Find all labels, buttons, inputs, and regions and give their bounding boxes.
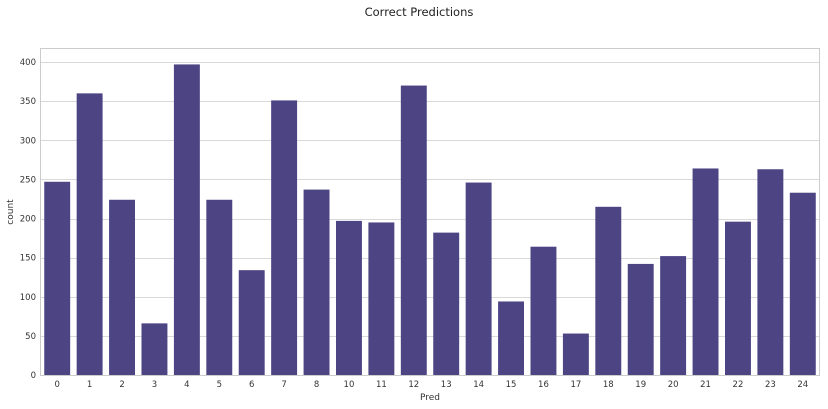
- x-tick-label: 19: [635, 380, 646, 390]
- bar-20: [660, 256, 687, 375]
- bar-7: [271, 100, 298, 375]
- bar-8: [303, 189, 330, 375]
- bar-1: [76, 93, 103, 376]
- bar-13: [433, 232, 460, 375]
- x-tick-label: 20: [668, 380, 679, 390]
- y-tick-labels: 0 50 100 150 200 250 300 350 400: [20, 58, 36, 381]
- bar-14: [465, 182, 492, 375]
- x-tick-label: 18: [603, 380, 614, 390]
- gridlines: [41, 62, 819, 376]
- y-tick-label: 200: [20, 215, 36, 225]
- chart-title: Correct Predictions: [365, 5, 474, 19]
- bar-6: [238, 270, 265, 375]
- x-tick-label: 21: [700, 380, 711, 390]
- x-tick-label: 4: [184, 380, 189, 390]
- x-tick-label: 15: [506, 380, 517, 390]
- bar-16: [530, 246, 557, 375]
- bar-2: [109, 199, 136, 375]
- x-tick-label: 22: [733, 380, 744, 390]
- bar-4: [173, 64, 200, 376]
- x-tick-label: 14: [473, 380, 484, 390]
- bars: [44, 64, 816, 376]
- y-tick-label: 50: [25, 332, 36, 342]
- y-tick-label: 400: [20, 58, 36, 68]
- x-tick-label: 1: [87, 380, 92, 390]
- bar-11: [368, 222, 395, 375]
- y-tick-label: 150: [20, 254, 36, 264]
- bar-23: [757, 169, 784, 375]
- y-tick-label: 100: [20, 293, 36, 303]
- x-tick-label: 8: [314, 380, 319, 390]
- y-tick-label: 250: [20, 175, 36, 185]
- x-tick-label: 23: [765, 380, 776, 390]
- x-tick-label: 24: [797, 380, 808, 390]
- bar-22: [724, 221, 751, 375]
- x-tick-label: 3: [152, 380, 157, 390]
- y-tick-label: 0: [31, 371, 36, 381]
- y-tick-label: 300: [20, 136, 36, 146]
- x-tick-label: 2: [119, 380, 124, 390]
- bar-17: [562, 333, 589, 375]
- bar-3: [141, 323, 168, 375]
- x-tick-label: 11: [376, 380, 387, 390]
- bar-19: [627, 263, 654, 375]
- bar-24: [789, 192, 816, 375]
- x-tick-label: 5: [217, 380, 222, 390]
- x-tick-labels: 0 1 2 3 4 5 6 7 8 10 11 12 13 14 15 16 17 18 19 20 21 22 23 24: [54, 380, 808, 390]
- x-tick-label: 6: [249, 380, 254, 390]
- x-tick-label: 16: [538, 380, 549, 390]
- bar-18: [595, 206, 622, 375]
- x-tick-label: 0: [54, 380, 59, 390]
- bar-15: [498, 301, 525, 375]
- y-tick-label: 350: [20, 97, 36, 107]
- y-axis-label: count: [6, 199, 16, 225]
- bar-12: [400, 85, 427, 376]
- x-axis-label: Pred: [420, 393, 440, 403]
- plot-frame: [40, 48, 820, 376]
- x-tick-label: 13: [441, 380, 452, 390]
- x-tick-label: 7: [281, 380, 286, 390]
- bar-5: [206, 199, 233, 375]
- bar-21: [692, 168, 719, 375]
- x-tick-label: 10: [344, 380, 355, 390]
- bar-10: [335, 220, 362, 375]
- x-tick-label: 17: [570, 380, 581, 390]
- bar-0: [44, 181, 71, 375]
- x-tick-label: 12: [408, 380, 419, 390]
